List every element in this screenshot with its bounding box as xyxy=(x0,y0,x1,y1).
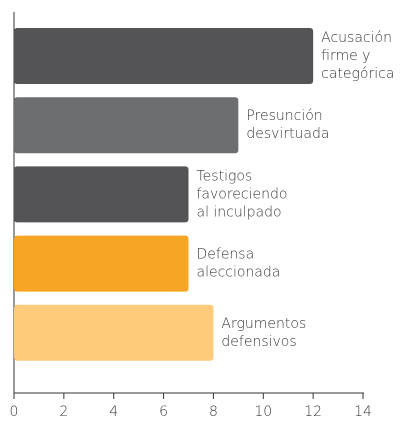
bar xyxy=(14,28,314,84)
x-tick-label: 14 xyxy=(354,404,372,420)
category-label: Defensa aleccionada xyxy=(197,247,281,281)
bar xyxy=(14,97,239,154)
bar xyxy=(14,304,214,361)
x-tick-label: 6 xyxy=(159,404,168,420)
category-label: Argumentos defensivos xyxy=(221,316,306,350)
bar xyxy=(14,166,189,223)
bar xyxy=(14,235,189,292)
x-tick-label: 2 xyxy=(59,404,68,420)
x-tick-label: 12 xyxy=(304,404,322,420)
x-tick-label: 10 xyxy=(254,404,272,420)
category-label: Acusación firme y categórica xyxy=(321,30,394,82)
category-label: Testigos favoreciendo al inculpado xyxy=(197,168,288,220)
x-tick-label: 0 xyxy=(10,404,19,420)
category-label: Presunción desvirtuada xyxy=(246,108,329,142)
x-tick-label: 4 xyxy=(109,404,118,420)
x-tick-label: 8 xyxy=(209,404,218,420)
